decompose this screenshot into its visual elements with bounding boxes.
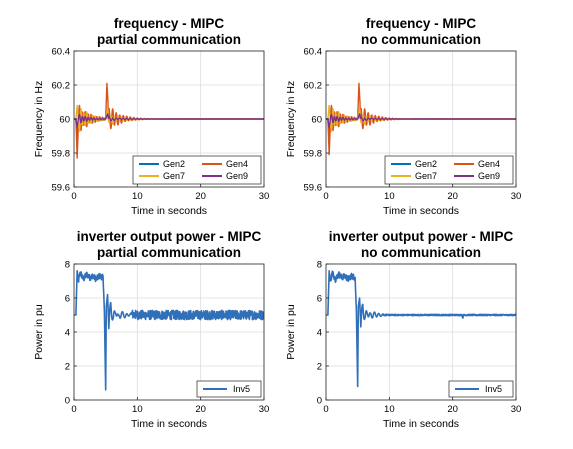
y-axis-label-freq-none: Frequency in Hz xyxy=(285,81,297,157)
legend-label-gen4-freq-none: Gen4 xyxy=(478,159,500,169)
legend-freq-none: Gen2 Gen4 Gen7 Gen9 xyxy=(384,155,514,185)
tick-label-y-freq-partial-1: 59.8 xyxy=(52,149,71,160)
tick-label-x-power-none-1: 10 xyxy=(384,404,395,415)
y-axis-label-power-none: Power in pu xyxy=(285,304,297,360)
tick-label-y-power-none-4: 8 xyxy=(317,260,322,271)
tick-label-y-power-partial-2: 4 xyxy=(65,328,70,339)
legend-label-gen2-freq-none: Gen2 xyxy=(415,159,437,169)
tick-label-y-freq-partial-4: 60.4 xyxy=(52,47,71,58)
y-axis-label-freq-partial: Frequency in Hz xyxy=(33,81,45,157)
tick-label-y-power-none-0: 0 xyxy=(317,396,322,407)
tick-label-x-power-partial-1: 10 xyxy=(132,404,143,415)
tick-label-x-power-none-0: 0 xyxy=(323,404,328,415)
tick-label-x-freq-partial-0: 0 xyxy=(71,191,76,202)
legend-box-freq-none xyxy=(384,155,514,185)
chart-title-power-partial: inverter output power - MIPC xyxy=(77,229,262,244)
chart-power-none: 0 10 20 30 0 2 4 6 8 inverter output power - MIPC… xyxy=(285,229,521,430)
y-axis-label-power-partial: Power in pu xyxy=(33,304,45,360)
tick-label-y-freq-partial-2: 60 xyxy=(59,115,70,126)
tick-label-x-power-partial-2: 20 xyxy=(195,404,206,415)
chart-title-freq-none: frequency - MIPC xyxy=(366,16,477,31)
tick-label-y-power-partial-3: 6 xyxy=(65,294,70,305)
tick-label-y-power-none-2: 4 xyxy=(317,328,322,339)
legend-power-none: Inv5 xyxy=(448,380,514,398)
tick-label-y-power-partial-0: 0 xyxy=(65,396,70,407)
tick-label-y-freq-none-0: 59.6 xyxy=(304,183,323,194)
legend-label-gen7-freq-none: Gen7 xyxy=(415,171,437,181)
chart-title-freq-partial: frequency - MIPC xyxy=(114,16,225,31)
x-axis-label-power-none: Time in seconds xyxy=(383,418,459,430)
legend-label-gen9-freq-none: Gen9 xyxy=(478,171,500,181)
tick-label-y-freq-none-2: 60 xyxy=(311,115,322,126)
legend-box-power-partial xyxy=(196,380,262,398)
chart-title-power-none: inverter output power - MIPC xyxy=(329,229,514,244)
tick-label-x-freq-partial-3: 30 xyxy=(259,191,270,202)
tick-label-x-power-partial-3: 30 xyxy=(259,404,270,415)
tick-label-x-freq-partial-2: 20 xyxy=(195,191,206,202)
series-line-gen9-freq-none xyxy=(326,113,516,129)
tick-label-y-power-none-3: 6 xyxy=(317,294,322,305)
tick-label-y-freq-partial-0: 59.6 xyxy=(52,183,71,194)
chart-subtitle-freq-partial: partial communication xyxy=(97,32,241,47)
tick-label-x-power-none-3: 30 xyxy=(511,404,522,415)
series-line-inv5-power-none xyxy=(326,270,516,388)
tick-label-y-freq-none-1: 59.8 xyxy=(304,149,323,160)
chart-subtitle-power-none: no communication xyxy=(361,245,481,260)
tick-label-x-freq-none-1: 10 xyxy=(384,191,395,202)
chart-frequency-partial: 0 10 20 30 59.6 59.8 60 60.2 60.4 frequency - MIP… xyxy=(33,16,269,217)
series-line-inv5-power-partial xyxy=(74,270,264,391)
tick-label-y-freq-partial-3: 60.2 xyxy=(52,81,71,92)
tick-label-x-freq-none-0: 0 xyxy=(323,191,328,202)
tick-label-y-freq-none-3: 60.2 xyxy=(304,81,323,92)
tick-label-x-power-partial-0: 0 xyxy=(71,404,76,415)
tick-label-y-power-none-1: 2 xyxy=(317,362,322,373)
chart-subtitle-freq-none: no communication xyxy=(361,32,481,47)
tick-label-y-power-partial-4: 8 xyxy=(65,260,70,271)
x-axis-label-power-partial: Time in seconds xyxy=(131,418,207,430)
legend-label-gen7-freq-partial: Gen7 xyxy=(163,171,185,181)
legend-box-freq-partial xyxy=(132,155,262,185)
chart-frequency-none: 0 10 20 30 59.6 59.8 60 60.2 60.4 frequency - MIP… xyxy=(285,16,521,217)
legend-label-gen4-freq-partial: Gen4 xyxy=(226,159,248,169)
tick-label-y-power-partial-1: 2 xyxy=(65,362,70,373)
x-axis-label-freq-partial: Time in seconds xyxy=(131,205,207,217)
legend-label-gen9-freq-partial: Gen9 xyxy=(226,171,248,181)
legend-power-partial: Inv5 xyxy=(196,380,262,398)
x-axis-label-freq-none: Time in seconds xyxy=(383,205,459,217)
tick-label-x-power-none-2: 20 xyxy=(447,404,458,415)
tick-label-x-freq-none-3: 30 xyxy=(511,191,522,202)
chart-power-partial: 0 10 20 30 0 2 4 6 8 inverter output power - MIPC… xyxy=(33,229,269,430)
tick-label-y-freq-none-4: 60.4 xyxy=(304,47,323,58)
legend-box-power-none xyxy=(448,380,514,398)
tick-label-x-freq-partial-1: 10 xyxy=(132,191,143,202)
chart-subtitle-power-partial: partial communication xyxy=(97,245,241,260)
legend-freq-partial: Gen2 Gen4 Gen7 Gen9 xyxy=(132,155,262,185)
legend-label-gen2-freq-partial: Gen2 xyxy=(163,159,185,169)
series-line-gen9-freq-partial xyxy=(74,113,264,129)
legend-label-inv5-power-partial: Inv5 xyxy=(233,384,250,394)
tick-label-x-freq-none-2: 20 xyxy=(447,191,458,202)
legend-label-inv5-power-none: Inv5 xyxy=(485,384,502,394)
